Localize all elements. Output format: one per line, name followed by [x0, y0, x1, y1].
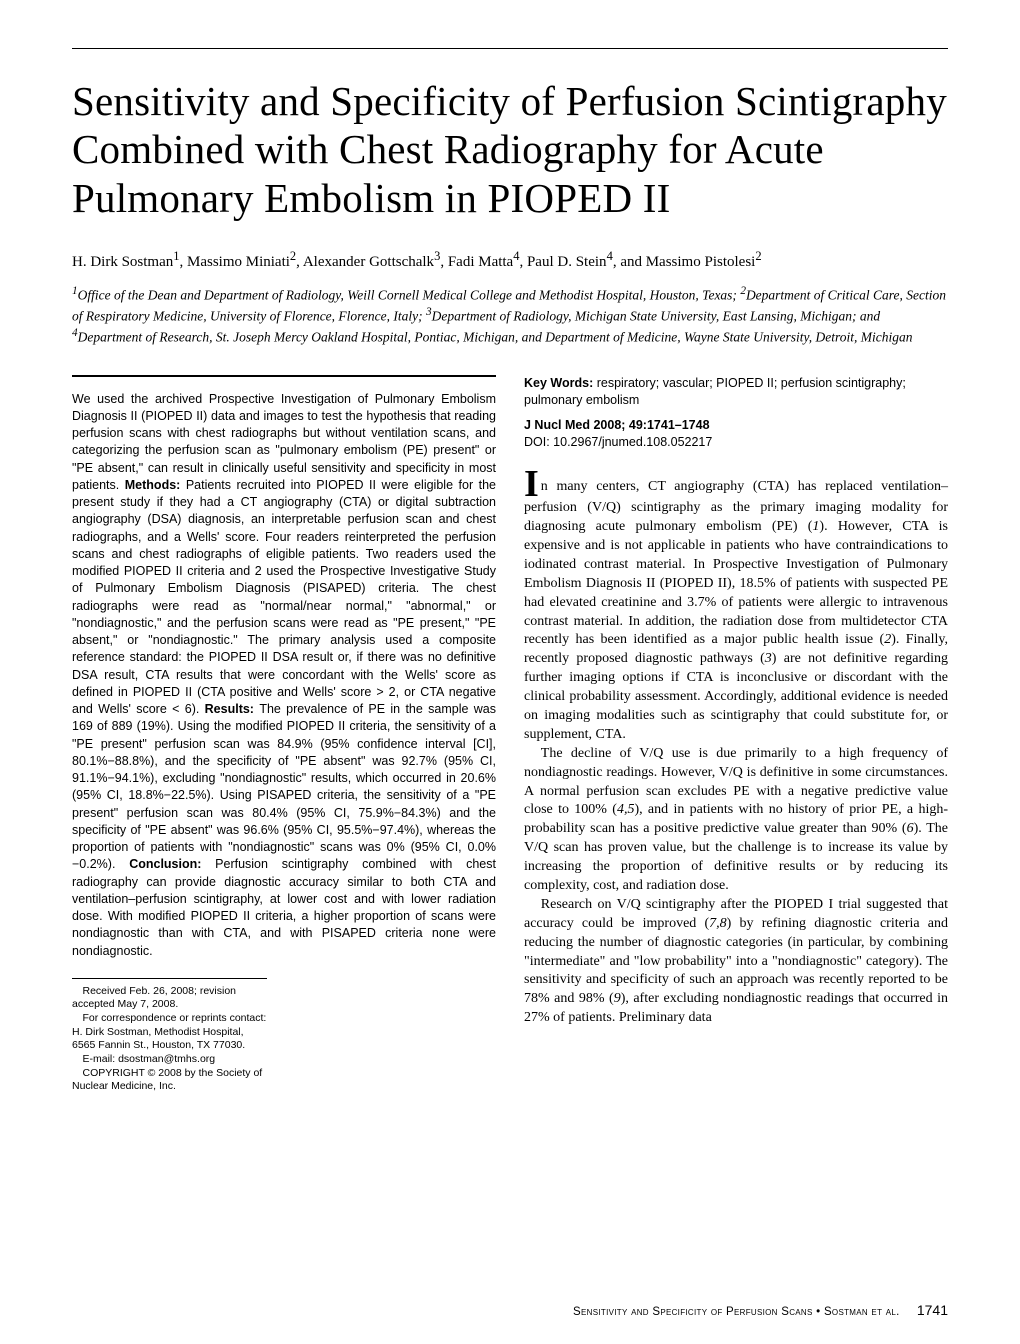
journal-citation: J Nucl Med 2008; 49:1741–1748 [524, 417, 948, 434]
doi-line: DOI: 10.2967/jnumed.108.052217 [524, 434, 948, 451]
abstract-results: The prevalence of PE in the sample was 1… [72, 702, 496, 871]
affiliations: 1Office of the Dean and Department of Ra… [72, 284, 948, 346]
article-title: Sensitivity and Specificity of Perfusion… [72, 77, 948, 222]
two-column-body: We used the archived Prospective Investi… [72, 375, 948, 1094]
body-text: In many centers, CT angiography (CTA) ha… [524, 469, 948, 1028]
running-head: Sensitivity and Specificity of Perfusion… [573, 1306, 900, 1318]
body-paragraph-2: The decline of V/Q use is due primarily … [524, 745, 948, 896]
conclusion-label: Conclusion: [129, 857, 215, 871]
footnote-correspondence: For correspondence or reprints contact: … [72, 1012, 267, 1053]
methods-label: Methods: [125, 478, 186, 492]
body-paragraph-3: Research on V/Q scintigraphy after the P… [524, 896, 948, 1028]
footnote-email: E-mail: dsostman@tmhs.org [72, 1053, 267, 1067]
footnote-received: Received Feb. 26, 2008; revision accepte… [72, 985, 267, 1012]
authors-line: H. Dirk Sostman1, Massimo Miniati2, Alex… [72, 248, 948, 272]
footnote-copyright: COPYRIGHT © 2008 by the Society of Nucle… [72, 1067, 267, 1094]
keywords-block: Key Words: respiratory; vascular; PIOPED… [524, 375, 948, 410]
abstract-methods: Patients recruited into PIOPED II were e… [72, 478, 496, 716]
footnotes-block: Received Feb. 26, 2008; revision accepte… [72, 978, 267, 1094]
abstract-lead: We used the archived Prospective Investi… [72, 392, 496, 492]
body-paragraph-1: In many centers, CT angiography (CTA) ha… [524, 469, 948, 745]
top-rule [72, 48, 948, 49]
abstract-conclusion: Perfusion scintigraphy combined with che… [72, 857, 496, 957]
page-number: 1741 [917, 1302, 948, 1318]
results-label: Results: [205, 702, 260, 716]
keywords-label: Key Words: [524, 376, 597, 390]
page-footer: Sensitivity and Specificity of Perfusion… [72, 1302, 948, 1318]
abstract-block: We used the archived Prospective Investi… [72, 375, 496, 960]
